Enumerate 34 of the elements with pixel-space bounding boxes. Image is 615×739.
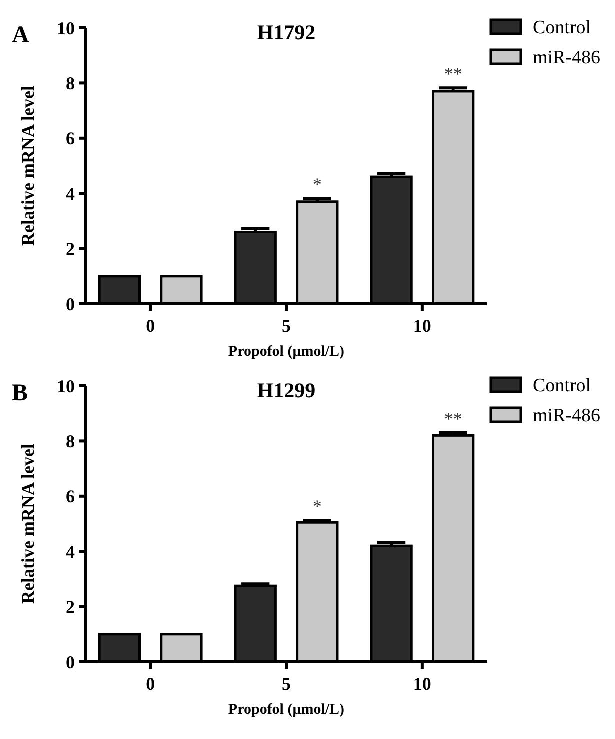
y-tick-label: 6: [66, 486, 75, 507]
annotation: *: [312, 174, 322, 195]
y-tick-label: 8: [66, 74, 75, 94]
legend-label: Control: [533, 18, 592, 39]
legend-label: Control: [533, 376, 592, 397]
text: B: [12, 380, 28, 406]
y-tick-label: 0: [66, 294, 75, 314]
y-tick-label: 2: [66, 239, 75, 260]
x-tick-label: 0: [146, 674, 156, 694]
x-axis-title: Propofol (μmol/L): [228, 702, 345, 718]
annotation: **: [444, 408, 462, 429]
x-tick-label: 5: [282, 316, 291, 336]
y-tick-label: 2: [66, 597, 75, 618]
y-axis-title: Relative mRNA level: [18, 444, 38, 604]
annotation: *: [312, 496, 322, 517]
y-tick-label: 10: [57, 376, 75, 396]
chart-title: H1792: [257, 20, 316, 44]
y-tick-label: 0: [66, 652, 75, 672]
legend-label: miR-486: [533, 406, 601, 427]
x-tick-label: 10: [413, 316, 432, 336]
y-tick-label: 4: [66, 542, 75, 562]
legend-label: miR-486: [533, 48, 601, 69]
x-tick-label: 0: [146, 316, 156, 336]
x-tick-label: 10: [413, 674, 432, 694]
y-tick-label: 6: [66, 128, 75, 149]
y-tick-label: 8: [66, 432, 75, 452]
y-tick-label: 10: [57, 18, 75, 38]
annotation: **: [444, 64, 462, 84]
x-tick-label: 5: [282, 674, 291, 694]
text: A: [12, 22, 30, 48]
x-axis-title: Propofol (μmol/L): [228, 344, 345, 360]
y-axis-title: Relative mRNA level: [18, 86, 38, 246]
chart-title: H1299: [257, 378, 316, 402]
y-tick-label: 4: [66, 184, 75, 204]
